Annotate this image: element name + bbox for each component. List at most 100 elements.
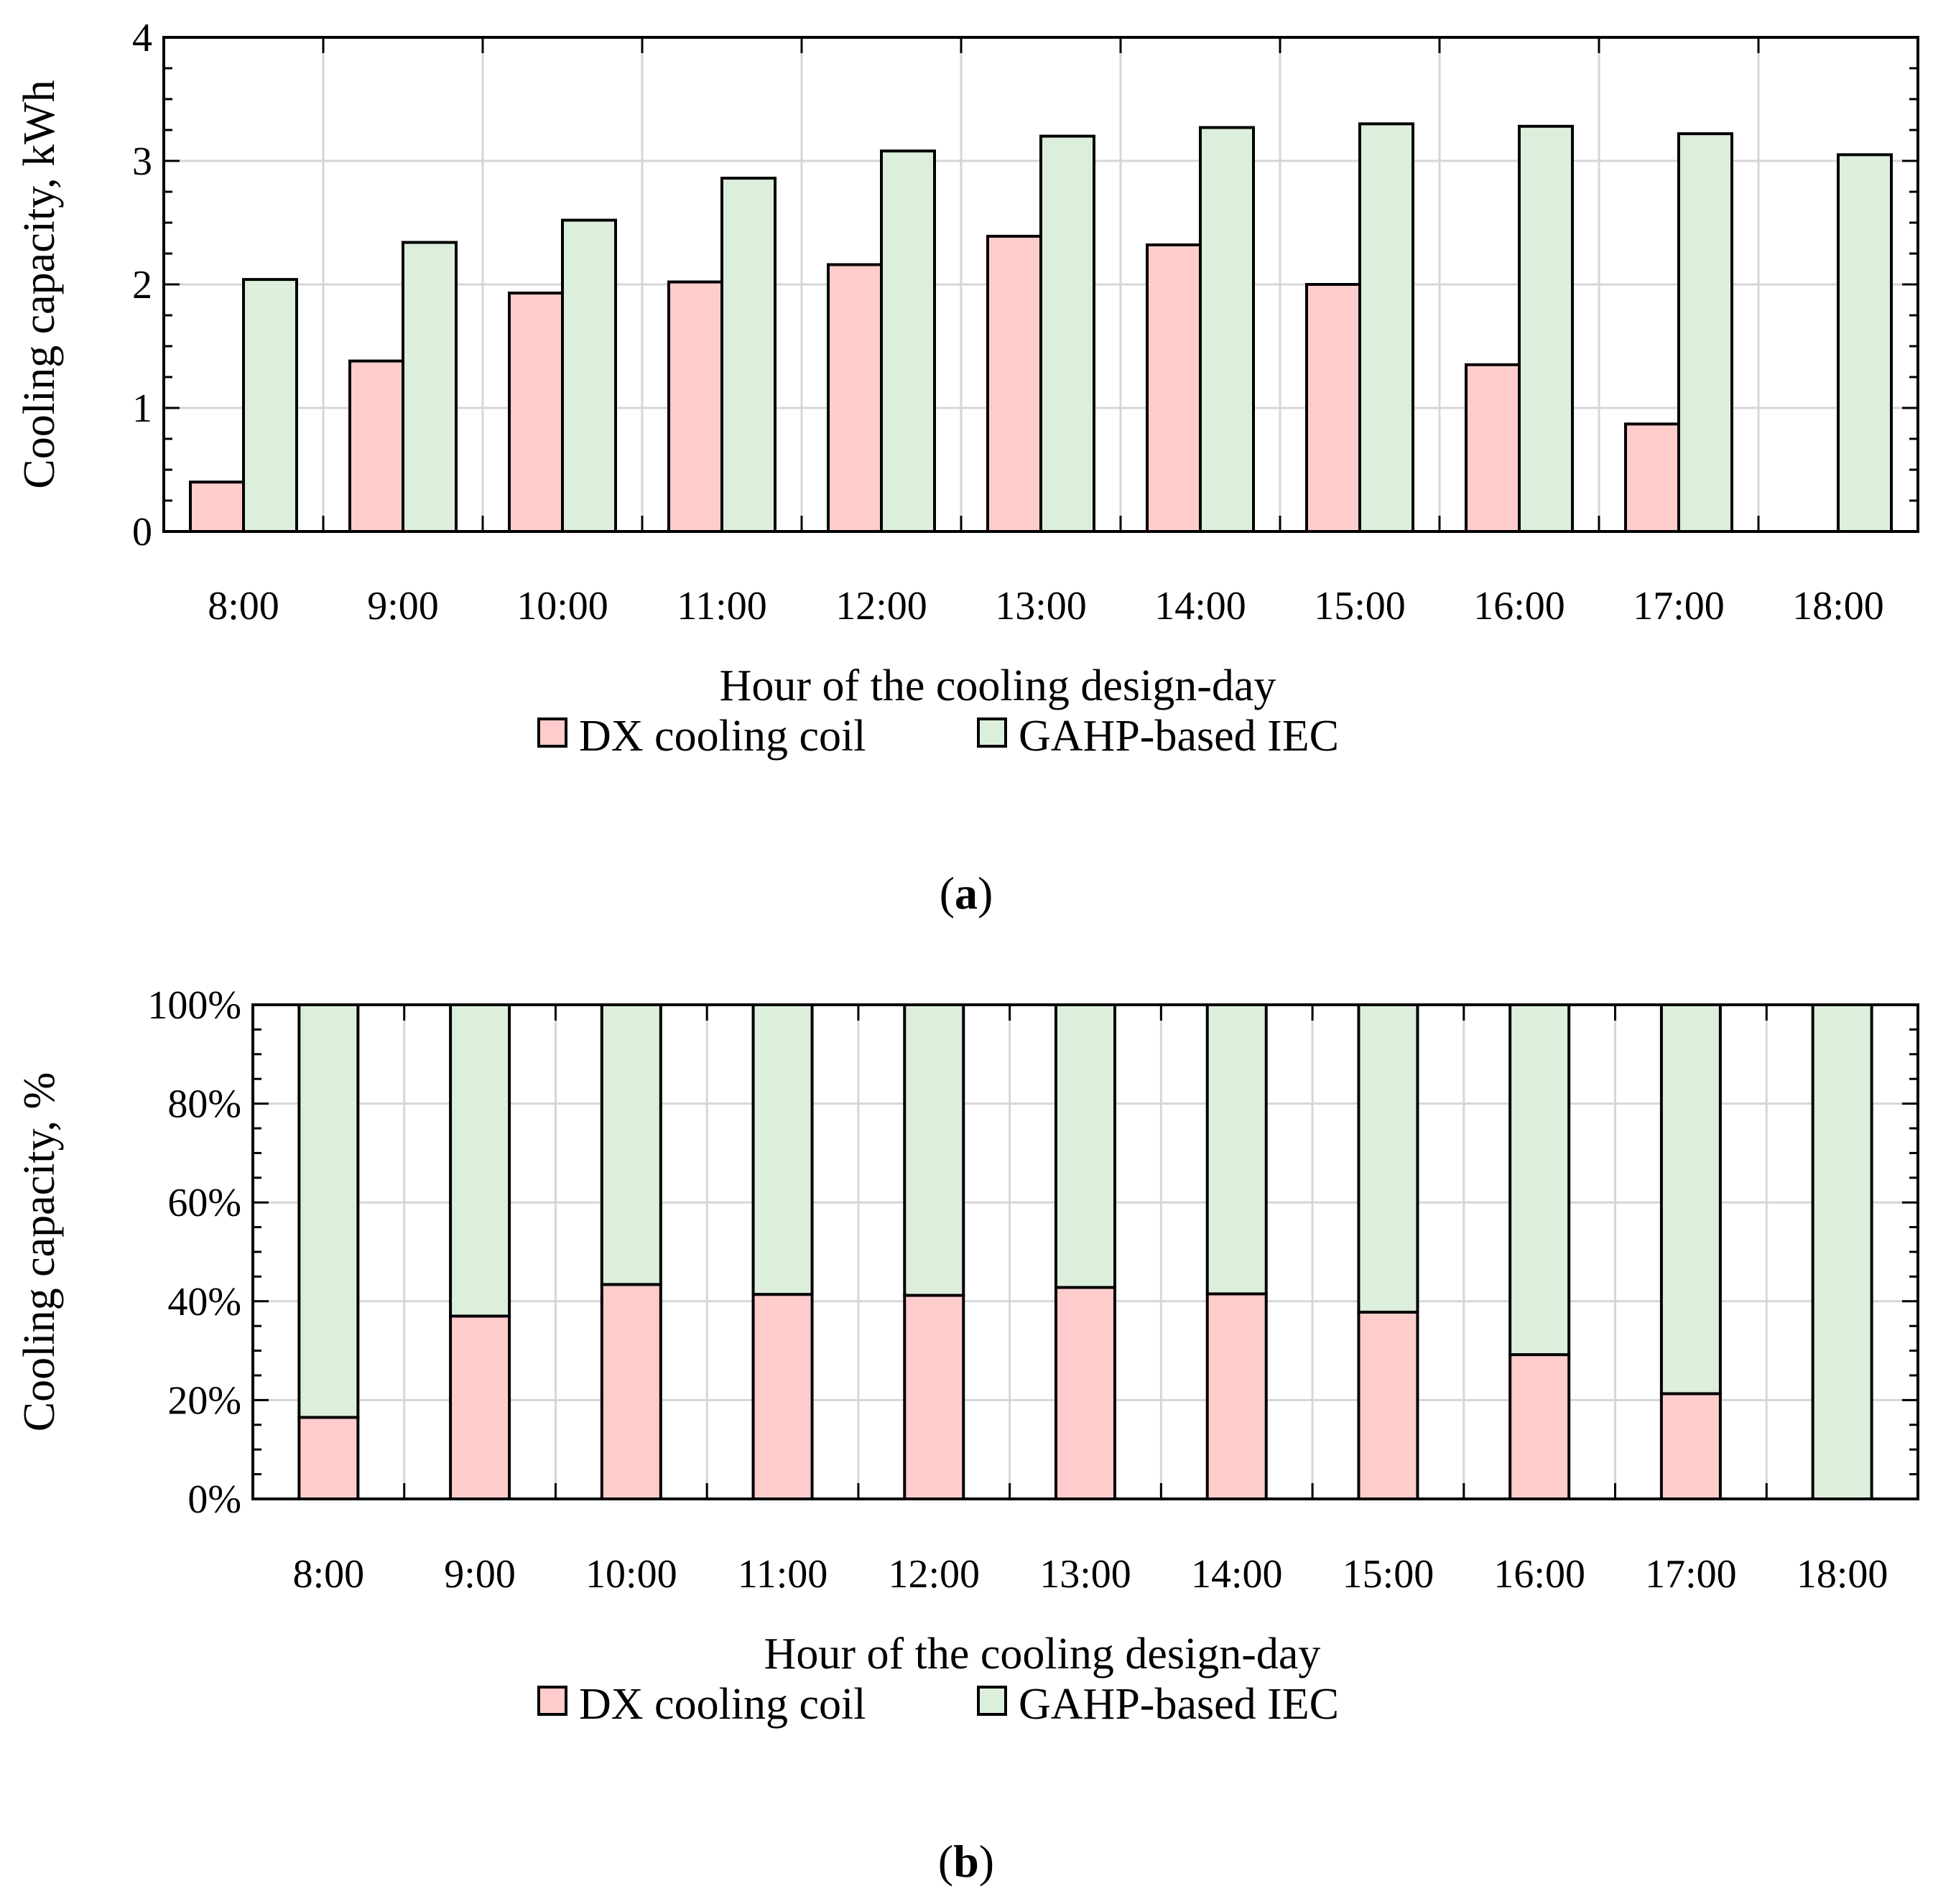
x-tick-label: 15:00: [1343, 1552, 1434, 1597]
bar-dx-1000: [600, 1283, 662, 1500]
x-tick-label: 17:00: [1633, 584, 1725, 628]
x-tick-label: 17:00: [1645, 1552, 1737, 1597]
x-tick-label: 13:00: [995, 584, 1087, 628]
y-tick-labels: 0 1 2 3 4: [132, 16, 152, 554]
y-tick-label: 40%: [167, 1280, 241, 1324]
caption-label: b: [953, 1836, 979, 1887]
bar-dx-1400: [1146, 243, 1202, 533]
x-tick-label: 14:00: [1154, 584, 1246, 628]
x-tick-labels: 8:00 9:00 10:00 11:00 12:00 13:00 14:00 15:00 16…: [293, 1552, 1888, 1597]
bar-dx-800: [189, 480, 245, 534]
x-tick-label: 8:00: [208, 584, 279, 628]
legend-swatch-dx: [537, 1686, 567, 1716]
bar-dx-800: [297, 1416, 360, 1500]
bar-gahp-1200: [903, 1003, 965, 1297]
chart-panel-a: 0 1 2 3 4 8:00 9:00 10:00 11:00 12:00 13:00 14:00 15…: [15, 16, 1919, 919]
bar-dx-1500: [1357, 1310, 1419, 1501]
bar-gahp-1600: [1518, 124, 1574, 533]
axis-ticks: [253, 1003, 1918, 1500]
bar-dx-1100: [667, 280, 723, 533]
legend-label-gahp: GAHP-based IEC: [1019, 712, 1339, 761]
bar-gahp-1800: [1837, 153, 1893, 533]
bar-dx-900: [348, 359, 404, 534]
bar-dx-900: [449, 1314, 511, 1500]
bar-dx-1200: [827, 263, 883, 533]
panel-caption: (a): [940, 868, 993, 919]
x-tick-label: 10:00: [516, 584, 608, 628]
bar-gahp-1000: [600, 1003, 662, 1286]
y-tick-label: 0: [132, 510, 152, 554]
y-tick-label: 4: [132, 16, 152, 60]
bars: [297, 1003, 1873, 1501]
legend: DX cooling coil GAHP-based IEC: [537, 712, 1339, 761]
y-tick-label: 3: [132, 139, 152, 184]
axis-ticks: [164, 36, 1918, 533]
x-tick-label: 12:00: [888, 1552, 980, 1597]
y-axis-title: Cooling capacity, kWh: [15, 80, 64, 488]
x-tick-label: 11:00: [677, 584, 766, 628]
x-tick-label: 10:00: [585, 1552, 677, 1597]
bar-gahp-1200: [880, 149, 936, 534]
chart-panel-b: 0% 20% 40% 60% 80% 100% 8:00 9:00 10:00 11:00 12:0…: [15, 983, 1919, 1887]
x-tick-label: 12:00: [835, 584, 927, 628]
bar-gahp-1600: [1508, 1003, 1571, 1357]
legend-label-dx: DX cooling coil: [579, 1680, 866, 1729]
bar-gahp-1100: [720, 177, 777, 534]
y-tick-label: 20%: [167, 1378, 241, 1423]
legend-label-dx: DX cooling coil: [579, 712, 866, 761]
caption-open-paren: (: [940, 868, 955, 919]
legend-swatch-dx: [537, 718, 567, 748]
bar-gahp-1000: [561, 218, 617, 533]
bar-dx-1500: [1305, 283, 1361, 533]
x-axis-title: Hour of the cooling design-day: [720, 661, 1276, 710]
legend-swatch-gahp: [977, 1686, 1007, 1716]
caption-open-paren: (: [938, 1836, 953, 1887]
x-tick-label: 16:00: [1493, 1552, 1585, 1597]
x-tick-label: 18:00: [1797, 1552, 1888, 1597]
x-tick-label: 9:00: [444, 1552, 516, 1597]
caption-label: a: [955, 868, 978, 919]
y-axis-title: Cooling capacity, %: [15, 1072, 64, 1431]
bar-gahp-1400: [1205, 1003, 1268, 1296]
bar-dx-1100: [751, 1293, 814, 1500]
bar-gahp-1800: [1811, 1003, 1873, 1500]
x-axis-title: Hour of the cooling design-day: [764, 1630, 1321, 1678]
y-tick-labels: 0% 20% 40% 60% 80% 100%: [147, 983, 241, 1522]
legend: DX cooling coil GAHP-based IEC: [537, 1680, 1339, 1729]
bar-gahp-1300: [1054, 1003, 1116, 1289]
x-tick-label: 16:00: [1473, 584, 1565, 628]
bar-gahp-1500: [1358, 122, 1414, 533]
y-tick-label: 60%: [167, 1181, 241, 1225]
caption-close-paren: ): [979, 1836, 994, 1887]
bar-dx-1000: [508, 292, 564, 533]
x-tick-label: 8:00: [293, 1552, 365, 1597]
x-tick-label: 9:00: [367, 584, 439, 628]
x-tick-label: 11:00: [738, 1552, 828, 1597]
caption-close-paren: ): [978, 868, 993, 919]
bar-dx-1200: [903, 1294, 965, 1500]
bar-gahp-1400: [1199, 126, 1255, 533]
bar-dx-1700: [1624, 422, 1680, 533]
bar-gahp-1300: [1039, 134, 1095, 534]
bar-gahp-800: [297, 1003, 360, 1419]
bar-dx-1600: [1508, 1353, 1571, 1500]
bar-dx-1600: [1465, 363, 1521, 533]
bar-gahp-900: [402, 241, 458, 533]
bar-dx-1300: [1054, 1286, 1116, 1500]
bar-gahp-900: [449, 1003, 511, 1318]
legend-label-gahp: GAHP-based IEC: [1019, 1680, 1339, 1729]
bar-dx-1300: [986, 234, 1042, 533]
bar-gahp-1700: [1659, 1003, 1722, 1396]
x-tick-label: 15:00: [1314, 584, 1406, 628]
y-tick-label: 100%: [147, 983, 241, 1028]
bar-gahp-1500: [1357, 1003, 1419, 1314]
x-tick-label: 13:00: [1039, 1552, 1131, 1597]
y-tick-label: 2: [132, 263, 152, 307]
bar-gahp-800: [242, 278, 298, 533]
y-tick-label: 1: [132, 386, 152, 431]
y-tick-label: 80%: [167, 1082, 241, 1127]
bars: [189, 122, 1893, 534]
bar-gahp-1700: [1677, 132, 1733, 534]
x-tick-label: 14:00: [1191, 1552, 1283, 1597]
